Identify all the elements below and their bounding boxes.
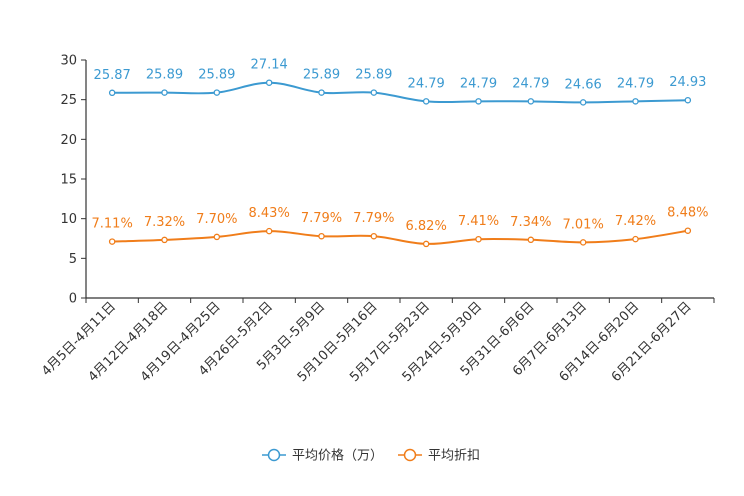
series-line: [112, 81, 688, 104]
y-tick-label: 10: [60, 212, 77, 227]
data-label: 6.82%: [406, 219, 447, 234]
data-label: 7.70%: [196, 212, 237, 227]
data-label: 24.66: [565, 77, 602, 92]
data-point[interactable]: [632, 98, 639, 105]
legend-item-1[interactable]: 平均价格（万）: [262, 448, 383, 464]
legend-label: 平均价格（万）: [292, 448, 383, 464]
legend-swatch-marker: [267, 448, 281, 462]
data-point[interactable]: [370, 232, 378, 240]
data-point[interactable]: [475, 98, 482, 105]
series-line: [112, 229, 688, 245]
data-point[interactable]: [265, 79, 273, 86]
series-1: 25.87 25.89 25.89 27.14 25.89 25.89 24.79 24.79…: [94, 58, 706, 106]
y-tick-label: 15: [60, 173, 77, 188]
y-tick-label: 30: [60, 54, 77, 69]
data-point[interactable]: [370, 89, 378, 96]
y-tick-label: 25: [60, 93, 77, 108]
data-label: 24.79: [460, 76, 497, 91]
legend: 平均价格（万） 平均折扣: [262, 448, 480, 464]
data-label: 7.79%: [353, 211, 394, 226]
data-point[interactable]: [213, 89, 221, 96]
data-label: 24.79: [408, 76, 445, 91]
data-point[interactable]: [422, 240, 430, 248]
data-label: 8.43%: [249, 206, 290, 221]
data-point[interactable]: [108, 238, 116, 245]
data-label: 24.79: [617, 76, 654, 91]
data-point[interactable]: [318, 232, 325, 240]
data-point[interactable]: [579, 99, 587, 106]
data-point[interactable]: [579, 239, 587, 246]
y-tick-label: 20: [60, 133, 77, 148]
data-label: 25.89: [355, 68, 392, 83]
data-point[interactable]: [161, 236, 168, 244]
legend-label: 平均折扣: [428, 449, 480, 464]
y-tick-label: 5: [69, 252, 77, 267]
data-label: 25.87: [94, 68, 131, 83]
data-label: 8.48%: [667, 206, 708, 221]
data-point[interactable]: [265, 227, 273, 235]
data-label: 7.41%: [458, 214, 499, 229]
legend-item-2[interactable]: 平均折扣: [398, 449, 480, 464]
data-label: 24.79: [512, 76, 549, 91]
data-label: 7.42%: [615, 214, 656, 229]
data-label: 27.14: [251, 58, 288, 73]
data-point[interactable]: [684, 227, 692, 234]
data-point[interactable]: [213, 233, 221, 241]
data-point[interactable]: [422, 98, 430, 105]
data-point[interactable]: [527, 98, 535, 105]
y-tick-label: 0: [69, 292, 77, 307]
data-label: 24.93: [669, 75, 706, 90]
data-label: 25.89: [303, 68, 340, 83]
data-point[interactable]: [632, 235, 639, 243]
data-point[interactable]: [108, 89, 116, 97]
data-point[interactable]: [318, 89, 325, 96]
data-point[interactable]: [475, 235, 482, 243]
series-2: 7.11% 7.32% 7.70% 8.43% 7.79% 7.79% 6.82% 7.41%…: [92, 206, 708, 248]
data-label: 25.89: [146, 68, 183, 83]
data-point[interactable]: [684, 96, 692, 104]
data-label: 7.79%: [301, 211, 342, 226]
data-label: 7.01%: [563, 217, 604, 232]
data-point[interactable]: [161, 89, 168, 96]
data-label: 7.34%: [510, 215, 551, 230]
data-label: 7.32%: [144, 215, 185, 230]
legend-swatch-marker: [403, 448, 417, 462]
data-label: 25.89: [198, 68, 235, 83]
series-layer: 25.87 25.89 25.89 27.14 25.89 25.89 24.79 24.79…: [92, 58, 708, 248]
data-label: 7.11%: [92, 217, 133, 232]
data-point[interactable]: [527, 236, 535, 244]
